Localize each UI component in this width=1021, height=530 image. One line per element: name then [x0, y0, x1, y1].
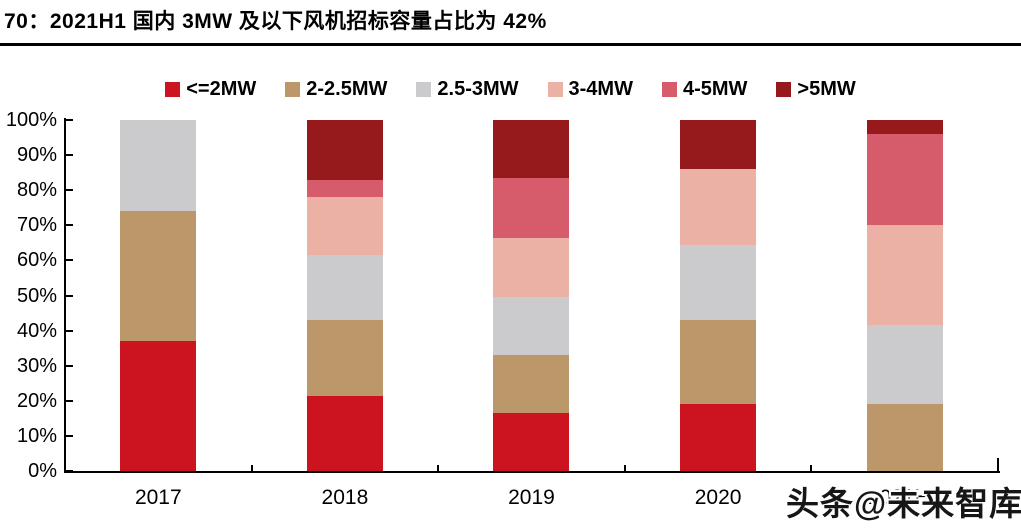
legend-item-3: 3-4MW: [547, 78, 633, 100]
legend-swatch-icon: [285, 81, 301, 97]
legend-swatch-icon: [165, 81, 181, 97]
y-tick-label: 20%: [16, 389, 57, 412]
chart-legend: <=2MW 2-2.5MW 2.5-3MW 3-4MW 4-5MW >5MW: [0, 77, 1021, 101]
y-tick-label: 70%: [16, 214, 57, 237]
y-axis-tick: [66, 294, 73, 297]
y-tick-label: 0%: [28, 460, 57, 482]
legend-item-1: 2-2.5MW: [285, 79, 387, 99]
legend-label: 4-5MW: [682, 78, 748, 100]
plot-slots: [65, 120, 998, 471]
y-axis-tick: [66, 154, 73, 157]
stacked-bar-2019: [493, 120, 570, 471]
bar-segment->5MW: [493, 120, 570, 178]
y-tick-label: 80%: [16, 179, 57, 202]
stacked-bar-2021H1: [866, 120, 943, 471]
y-tick-label: 50%: [16, 284, 57, 307]
y-axis-tick: [66, 224, 73, 227]
legend-label: 2.5-3MW: [437, 78, 519, 100]
y-tick-label: 60%: [16, 249, 57, 272]
y-axis-tick: [66, 189, 73, 192]
bar-segment-4-5MW: [866, 134, 943, 226]
y-tick-label: 40%: [16, 319, 57, 342]
bar-segment-<=2MW: [680, 404, 757, 471]
bar-segment-2-2.5MW: [306, 320, 383, 396]
bar-segment->5MW: [866, 120, 943, 135]
bar-segment-<=2MW: [120, 341, 197, 471]
bar-segment->5MW: [306, 120, 383, 180]
legend-swatch-icon: [547, 81, 563, 97]
bar-segment-3-4MW: [866, 225, 943, 326]
bar-slot-2021H1: [811, 120, 998, 471]
bar-segment-<=2MW: [493, 413, 570, 471]
title-divider: [0, 43, 1021, 46]
figure-title: 70：2021H1 国内 3MW 及以下风机招标容量占比为 42%: [4, 10, 547, 33]
legend-label: >5MW: [797, 78, 856, 100]
x-axis-line: [64, 471, 1000, 473]
bar-segment-2-2.5MW: [493, 355, 570, 414]
bar-slot-2018: [252, 120, 439, 471]
bar-segment-2.5-3MW: [680, 244, 757, 321]
bar-segment-3-4MW: [680, 169, 757, 245]
x-axis-tick: [437, 465, 440, 471]
stacked-bar-2017: [120, 120, 197, 471]
x-axis-tick: [250, 465, 253, 471]
bar-segment-2.5-3MW: [306, 255, 383, 321]
bar-segment-3-4MW: [493, 237, 570, 298]
bar-slot-2020: [625, 120, 812, 471]
bar-slot-2017: [65, 120, 252, 471]
stacked-bar-2018: [306, 120, 383, 471]
legend-item-2: 2.5-3MW: [416, 78, 519, 100]
x-axis-tick: [623, 465, 626, 471]
watermark: 头条@未来智库: [786, 485, 1021, 522]
y-tick-label: 90%: [16, 144, 57, 167]
legend-swatch-icon: [776, 81, 792, 97]
x-tick-label-2018: 2018: [321, 486, 369, 509]
bar-segment-4-5MW: [306, 179, 383, 198]
y-axis-tick: [66, 434, 73, 437]
y-tick-label: 30%: [16, 354, 57, 377]
legend-item-4: 4-5MW: [661, 78, 748, 100]
x-axis-end-tick: [997, 458, 999, 471]
bar-segment-4-5MW: [493, 177, 570, 238]
legend-swatch-icon: [661, 81, 677, 97]
y-axis-tick: [66, 259, 73, 262]
legend-label: <=2MW: [186, 78, 257, 100]
bar-slot-2019: [438, 120, 625, 471]
bar-segment-3-4MW: [306, 197, 383, 256]
y-tick-label: 10%: [16, 424, 57, 447]
legend-item-0: <=2MW: [165, 79, 256, 99]
x-tick-label-2019: 2019: [508, 486, 555, 509]
y-axis-tick: [66, 399, 73, 402]
x-tick-label-2020: 2020: [694, 486, 742, 509]
x-axis-tick: [810, 465, 813, 471]
y-axis-tick: [66, 329, 73, 332]
legend-label: 3-4MW: [568, 78, 633, 100]
legend-swatch-icon: [416, 81, 432, 97]
bar-segment-2.5-3MW: [866, 325, 943, 405]
x-tick-label-2021H1: 2021H1: [867, 486, 942, 509]
bar-segment->5MW: [680, 120, 757, 170]
x-tick-label-2017: 2017: [134, 486, 182, 509]
x-axis-labels: 2017 2018 2019 2020 2021H1: [65, 487, 998, 511]
bar-segment-2-2.5MW: [680, 320, 757, 405]
y-tick-label: 100%: [5, 109, 57, 131]
y-axis-tick: [66, 364, 73, 367]
bar-segment-2-2.5MW: [866, 404, 943, 471]
bar-segment-2.5-3MW: [120, 120, 197, 212]
legend-label: 2-2.5MW: [306, 78, 388, 100]
stacked-bar-2020: [680, 120, 757, 471]
bar-segment-2.5-3MW: [493, 297, 570, 356]
bar-segment-<=2MW: [306, 395, 383, 471]
y-axis-line: [64, 118, 66, 473]
y-axis-tick: [66, 119, 73, 121]
legend-item-5: >5MW: [776, 78, 856, 100]
bar-segment-2-2.5MW: [120, 211, 197, 342]
